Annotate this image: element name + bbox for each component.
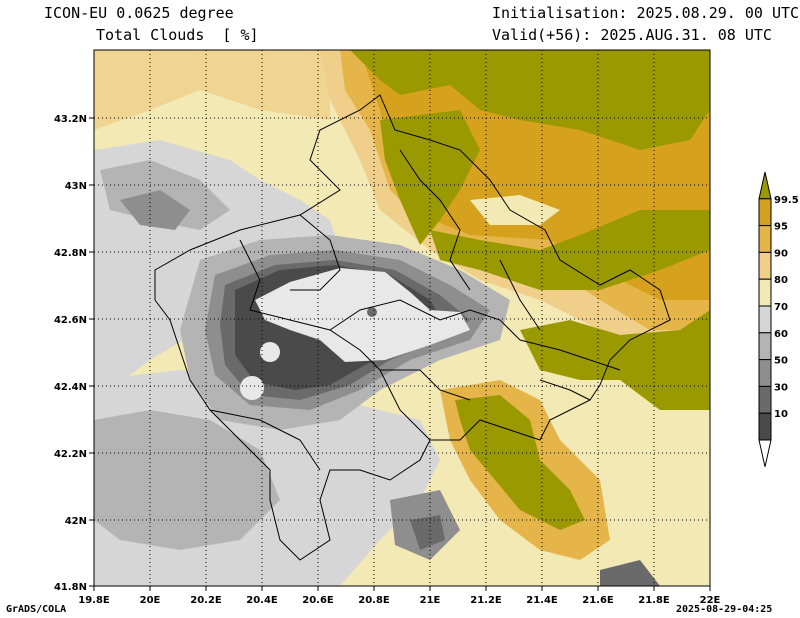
colorbar-segment (758, 225, 772, 253)
lat-tick: 42N (65, 516, 87, 527)
colorbar-segment (758, 359, 772, 387)
colorbar-labels: 99.5 95 90 80 70 60 50 30 10 (774, 195, 799, 420)
colorbar-label: 99.5 (774, 195, 799, 206)
lat-tick: 43N (65, 181, 87, 192)
lon-tick: 21.6E (582, 595, 614, 606)
footer-right: 2025-08-29-04:25 (676, 604, 773, 615)
lat-tick: 41.8N (54, 582, 87, 593)
colorbar-segment (758, 278, 772, 307)
colorbar (758, 171, 772, 467)
colorbar-bottom-arrow (758, 439, 772, 467)
valid-time: Valid(+56): 2025.AUG.31. 08 UTC (492, 26, 772, 44)
lon-tick: 19.8E (78, 595, 110, 606)
colorbar-segment (758, 412, 772, 441)
grid-lines (94, 50, 710, 586)
lon-tick: 21.8E (638, 595, 670, 606)
lon-tick: 21.4E (526, 595, 558, 606)
lon-tick: 21E (420, 595, 441, 606)
colorbar-segment (758, 332, 772, 361)
colorbar-label: 90 (774, 248, 788, 259)
lon-tick: 20.8E (358, 595, 390, 606)
region-boundaries (154, 94, 671, 561)
colorbar-label: 10 (774, 409, 788, 420)
lat-tick-labels: 43.2N 43N 42.8N 42.6N 42.4N 42.2N 42N 41… (54, 114, 87, 593)
lon-tick: 20.4E (246, 595, 278, 606)
lon-tick: 20E (140, 595, 161, 606)
lat-tick: 42.6N (54, 315, 87, 326)
colorbar-label: 60 (774, 329, 788, 340)
lon-tick: 22E (700, 595, 721, 606)
lat-tick: 42.8N (54, 248, 87, 259)
colorbar-segment (758, 305, 772, 334)
lat-tick: 42.4N (54, 382, 87, 393)
lon-tick-labels: 19.8E 20E 20.2E 20.4E 20.6E 20.8E 21E 21… (78, 595, 720, 606)
model-title: ICON-EU 0.0625 degree (44, 4, 234, 22)
lon-tick: 20.6E (302, 595, 334, 606)
footer-left: GrADS/COLA (6, 604, 67, 615)
colorbar-label: 50 (774, 356, 788, 367)
lat-tick: 42.2N (54, 449, 87, 460)
init-time: Initialisation: 2025.08.29. 00 UTC (492, 4, 800, 22)
lat-tick: 43.2N (54, 114, 87, 125)
colorbar-segment (758, 198, 772, 227)
lon-tick: 20.2E (190, 595, 222, 606)
colorbar-label: 95 (774, 222, 788, 233)
cloud-field (94, 50, 710, 586)
lon-tick: 21.2E (470, 595, 502, 606)
colorbar-segment (758, 251, 772, 280)
colorbar-segment (758, 385, 772, 414)
map-frame (93, 49, 711, 587)
colorbar-label: 80 (774, 275, 788, 286)
colorbar-label: 30 (774, 382, 788, 393)
variable-title: Total Clouds [ %] (96, 26, 259, 44)
colorbar-top-arrow (758, 171, 772, 200)
colorbar-label: 70 (774, 302, 788, 313)
tick-marks (89, 117, 711, 591)
